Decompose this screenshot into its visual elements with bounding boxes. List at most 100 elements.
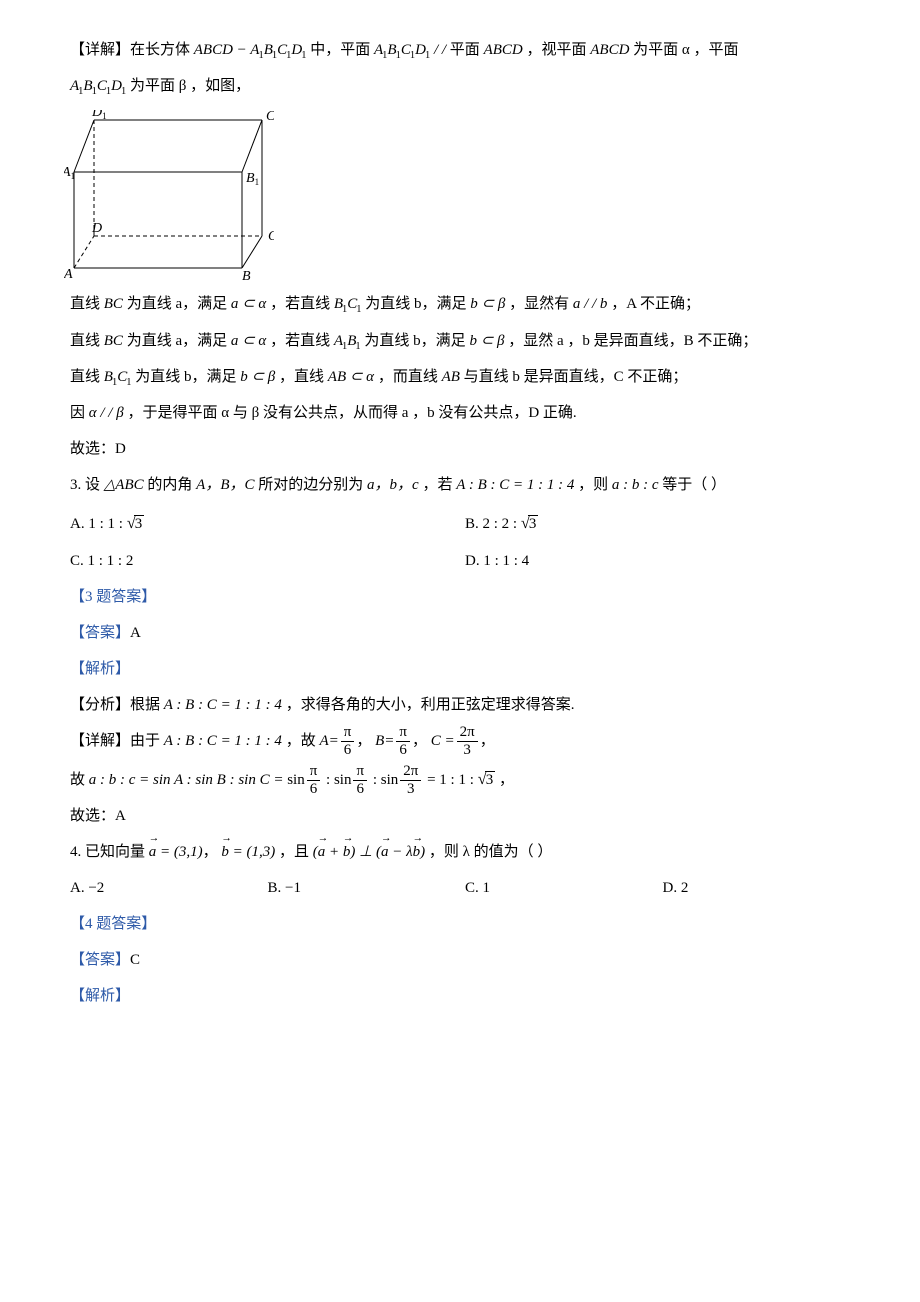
q4-option-A: A. −2	[70, 870, 268, 906]
text: 因	[70, 405, 85, 421]
q2-stmt-A: 直线 BC 为直线 a，满足 a ⊂ α ，若直线 B1C1 为直线 b，满足 …	[70, 286, 860, 322]
den: 3	[457, 742, 478, 759]
text: 为直线 b，满足	[364, 333, 465, 349]
q4-answer-label: 【4 题答案】	[70, 906, 860, 942]
vec-a: a	[149, 844, 157, 860]
text: ，	[356, 733, 371, 749]
text: 直线	[70, 369, 100, 385]
perp-expr: (a + b) ⊥ (a − λb)	[313, 844, 425, 860]
opt-label: C.	[70, 553, 88, 569]
text: 为平面 β ，如图，	[130, 78, 250, 94]
math-a-par-b: a / / b	[573, 296, 608, 312]
q4-option-D: D. 2	[663, 870, 861, 906]
q2-detail-line1: 【详解】在长方体 ABCD − A1B1C1D1 中，平面 A1B1C1D1 /…	[70, 32, 860, 68]
text: 故	[70, 772, 85, 788]
q2-stmt-B: 直线 BC 为直线 a，满足 a ⊂ α ，若直线 A1B1 为直线 b，满足 …	[70, 323, 860, 359]
num: π	[396, 724, 410, 742]
den: 6	[396, 742, 410, 759]
text: ，视平面	[526, 42, 586, 58]
sin-2: sin	[334, 772, 352, 788]
num: 2π	[457, 724, 478, 742]
opt-label: A.	[70, 516, 88, 532]
math-C-eq: C =	[431, 733, 455, 749]
math-plane-top: A1B1C1D1	[374, 42, 430, 58]
frac-pi6-3: π6	[307, 763, 321, 797]
q4-option-B: B. −1	[268, 870, 466, 906]
q3-option-B: B. 2 : 2 : 3	[465, 503, 860, 543]
math-triangle: △ABC	[104, 477, 144, 493]
math-b1c1-2: B1C1	[104, 369, 132, 385]
eq-final: = 1 : 1 : 3	[427, 772, 495, 788]
text: ，且	[279, 844, 309, 860]
opt-val: 1 : 1 : 2	[88, 553, 134, 569]
math-bc-2: BC	[104, 333, 123, 349]
math-plane-bottom: ABCD	[484, 42, 523, 58]
num: 2π	[400, 763, 421, 781]
text: ，若	[422, 477, 452, 493]
a-val: = (3,1)	[156, 844, 202, 860]
ans-value: A	[130, 625, 141, 641]
q2-detail-line1b: A1B1C1D1 为平面 β ，如图，	[70, 68, 860, 104]
text: 【详解】在长方体	[70, 42, 190, 58]
opt-label: D.	[465, 553, 483, 569]
text: 平面	[450, 42, 480, 58]
sin-3: sin	[381, 772, 399, 788]
text: 为平面 α ，平面	[633, 42, 738, 58]
num: π	[353, 763, 367, 781]
text: 所对的边分别为	[258, 477, 363, 493]
num: π	[341, 724, 355, 742]
q3-options: A. 1 : 1 : 3 B. 2 : 2 : 3 C. 1 : 1 : 2 D…	[70, 503, 860, 579]
math-abc-sin: a : b : c = sin A : sin B : sin C =	[89, 772, 287, 788]
q4-answer: 【答案】C	[70, 942, 860, 978]
q3-analysis-label: 【解析】	[70, 651, 860, 687]
text: 【分析】根据	[70, 697, 160, 713]
vec-b: b	[221, 844, 229, 860]
q3-choose: 故选：A	[70, 798, 860, 834]
colon: :	[326, 772, 334, 788]
math-a-in-alpha-2: a ⊂ α	[231, 333, 266, 349]
text: ，而直线	[378, 369, 438, 385]
b-val: = (1,3)	[229, 844, 275, 860]
num: π	[307, 763, 321, 781]
q4-option-C: C. 1	[465, 870, 663, 906]
math-ab: AB	[442, 369, 460, 385]
text: 设	[85, 477, 100, 493]
den: 6	[307, 781, 321, 798]
math-parallel: / /	[434, 42, 446, 58]
svg-text:C1: C1	[266, 110, 274, 125]
frac-pi6-4: π6	[353, 763, 367, 797]
text: 等于（ ）	[662, 477, 726, 493]
q3-analysis: 【分析】根据 A : B : C = 1 : 1 : 4 ，求得各角的大小，利用…	[70, 687, 860, 723]
q3-option-D: D. 1 : 1 : 4	[465, 543, 860, 579]
q3-answer-label: 【3 题答案】	[70, 579, 860, 615]
opt-val: 2 : 2 : 3	[483, 516, 539, 532]
text: 直线	[70, 333, 100, 349]
ans-bracket: 【答案】	[70, 625, 130, 641]
den: 6	[341, 742, 355, 759]
text: ，A 不正确；	[611, 296, 700, 312]
math-a1b1: A1B1	[334, 333, 361, 349]
text: ，	[480, 733, 495, 749]
cuboid-diagram: ABCDA1B1C1D1	[64, 110, 274, 280]
math-plane-bottom-2: ABCD	[590, 42, 629, 58]
svg-text:B1: B1	[246, 171, 259, 187]
text: ，若直线	[270, 296, 330, 312]
math-ratio-cond-3: A : B : C = 1 : 1 : 4	[164, 733, 282, 749]
text: 直线	[70, 296, 100, 312]
opt-val: 1 : 1 : 3	[88, 516, 144, 532]
text: 为直线 a，满足	[127, 296, 227, 312]
math-ratio-cond-2: A : B : C = 1 : 1 : 4	[164, 697, 282, 713]
math-bc: BC	[104, 296, 123, 312]
ans-bracket: 【答案】	[70, 952, 130, 968]
text: ，求得各角的大小，利用正弦定理求得答案.	[286, 697, 575, 713]
math-b1c1: B1C1	[334, 296, 362, 312]
text: ，显然有	[509, 296, 569, 312]
text: ，显然 a ，b 是异面直线，B 不正确；	[508, 333, 757, 349]
frac-pi6-2: π6	[396, 724, 410, 758]
q3-answer: 【答案】A	[70, 615, 860, 651]
text: ，则 λ 的值为（ ）	[429, 844, 553, 860]
math-ratio-cond: A : B : C = 1 : 1 : 4	[456, 477, 574, 493]
text: ，于是得平面 α 与 β 没有公共点，从而得 a ，b 没有公共点，D 正确.	[127, 405, 576, 421]
math-ab-in-alpha: AB ⊂ α	[328, 369, 374, 385]
svg-text:B: B	[242, 269, 251, 280]
